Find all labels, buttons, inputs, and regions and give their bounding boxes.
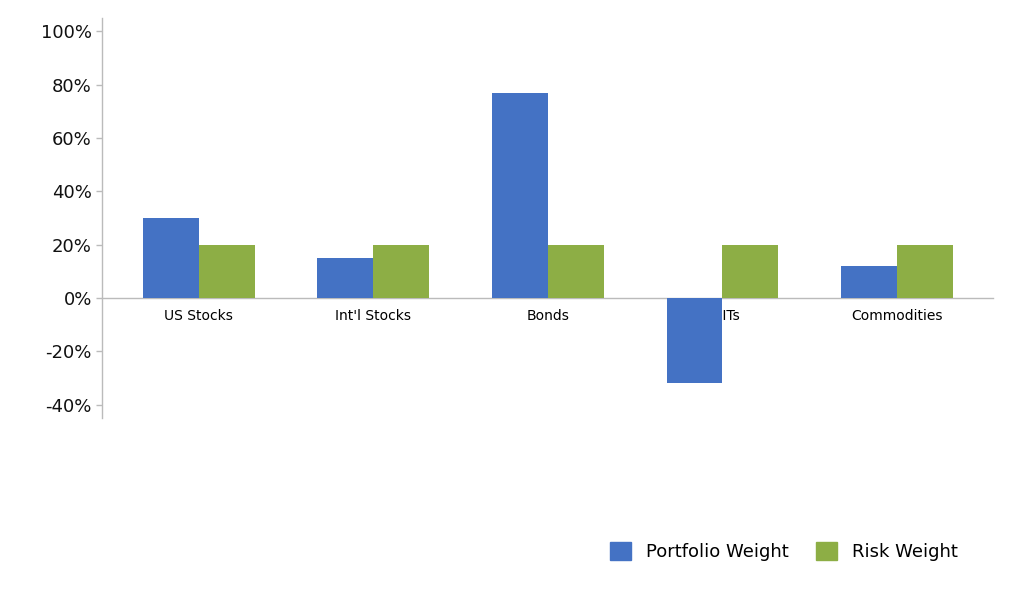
Bar xyxy=(897,245,952,298)
Bar xyxy=(667,298,722,383)
Bar xyxy=(199,245,255,298)
Bar xyxy=(492,93,548,298)
Bar xyxy=(143,218,199,298)
Bar xyxy=(374,245,429,298)
Bar xyxy=(722,245,778,298)
Legend: Portfolio Weight, Risk Weight: Portfolio Weight, Risk Weight xyxy=(609,541,957,561)
Bar xyxy=(841,266,897,298)
Bar xyxy=(548,245,604,298)
Bar xyxy=(317,258,374,298)
